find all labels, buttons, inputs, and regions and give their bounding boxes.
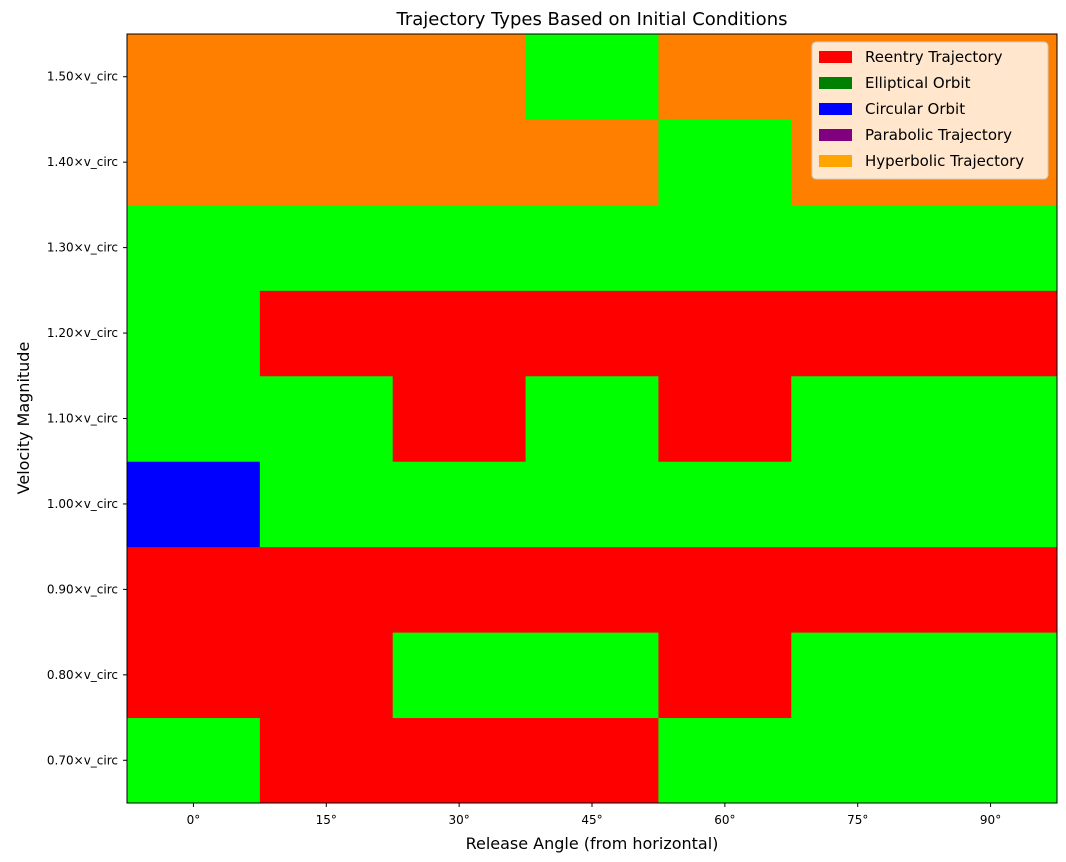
heatmap-cell: [791, 204, 925, 291]
heatmap-cells: [127, 34, 1058, 804]
legend-swatch: [819, 129, 852, 141]
x-tick-label: 0°: [187, 813, 201, 827]
legend-box: [811, 41, 1049, 180]
heatmap-cell: [791, 461, 925, 548]
legend-label: Parabolic Trajectory: [865, 126, 1012, 144]
heatmap-cell: [658, 717, 792, 804]
heatmap-cell: [791, 717, 925, 804]
heatmap-cell: [525, 461, 659, 548]
y-tick-label: 0.90×v_circ: [47, 582, 118, 596]
heatmap-cell: [525, 204, 659, 291]
heatmap-cell: [924, 546, 1058, 633]
legend-label: Reentry Trajectory: [865, 48, 1003, 66]
heatmap-cell: [525, 119, 659, 206]
y-tick-label: 1.40×v_circ: [47, 155, 118, 169]
legend-label: Hyperbolic Trajectory: [865, 152, 1024, 170]
heatmap-cell: [259, 546, 394, 633]
x-tick-label: 90°: [980, 813, 1001, 827]
heatmap-cell: [924, 717, 1058, 804]
heatmap-cell: [791, 546, 925, 633]
heatmap-cell: [259, 632, 394, 719]
heatmap-cell: [259, 290, 394, 377]
y-tick-label: 0.70×v_circ: [47, 753, 118, 767]
legend-swatch: [819, 155, 852, 167]
heatmap-cell: [525, 290, 659, 377]
heatmap-cell: [127, 290, 261, 377]
heatmap-cell: [259, 717, 394, 804]
heatmap-cell: [127, 632, 261, 719]
heatmap-cell: [924, 461, 1058, 548]
y-tick-label: 0.80×v_circ: [47, 668, 118, 682]
heatmap-cell: [259, 461, 394, 548]
y-axis-label: Velocity Magnitude: [14, 342, 33, 495]
heatmap-cell: [658, 34, 792, 120]
x-tick-label: 75°: [847, 813, 868, 827]
heatmap-cell: [392, 461, 527, 548]
legend-swatch: [819, 51, 852, 63]
x-axis-label: Release Angle (from horizontal): [466, 834, 719, 853]
y-tick-label: 1.10×v_circ: [47, 412, 118, 426]
heatmap-cell: [392, 546, 527, 633]
heatmap-cell: [525, 34, 659, 120]
heatmap-cell: [127, 34, 261, 120]
heatmap-cell: [924, 290, 1058, 377]
heatmap-cell: [392, 204, 527, 291]
y-tick-label: 1.50×v_circ: [47, 70, 118, 84]
heatmap-cell: [259, 34, 394, 120]
legend-label: Elliptical Orbit: [865, 74, 971, 92]
heatmap-cell: [525, 546, 659, 633]
heatmap-cell: [127, 375, 261, 462]
y-tick-label: 1.30×v_circ: [47, 241, 118, 255]
x-tick-label: 45°: [581, 813, 602, 827]
y-tick-label: 1.00×v_circ: [47, 497, 118, 511]
heatmap-cell: [924, 375, 1058, 462]
heatmap-cell: [392, 119, 527, 206]
legend-swatch: [819, 103, 852, 115]
heatmap-cell: [127, 546, 261, 633]
heatmap-cell: [525, 375, 659, 462]
heatmap-cell: [658, 375, 792, 462]
heatmap-cell: [658, 546, 792, 633]
heatmap-cell: [127, 119, 261, 206]
heatmap-cell: [525, 632, 659, 719]
heatmap-cell: [392, 375, 527, 462]
heatmap-cell: [924, 204, 1058, 291]
heatmap-cell: [127, 461, 261, 548]
x-tick-label: 15°: [316, 813, 337, 827]
heatmap-cell: [259, 119, 394, 206]
chart-title: Trajectory Types Based on Initial Condit…: [396, 9, 788, 30]
heatmap-cell: [658, 290, 792, 377]
heatmap-cell: [392, 290, 527, 377]
heatmap-cell: [924, 632, 1058, 719]
heatmap-cell: [791, 632, 925, 719]
y-axis-ticks: 0.70×v_circ 0.80×v_circ 0.90×v_circ 1.00×v_…: [47, 70, 127, 767]
legend-swatch: [819, 77, 852, 89]
heatmap-cell: [259, 375, 394, 462]
heatmap-cell: [658, 632, 792, 719]
legend-label: Circular Orbit: [865, 100, 965, 118]
heatmap-cell: [525, 717, 659, 804]
heatmap-cell: [791, 375, 925, 462]
heatmap-cell: [658, 204, 792, 291]
y-tick-label: 1.20×v_circ: [47, 326, 118, 340]
heatmap-cell: [392, 632, 527, 719]
heatmap-cell: [392, 34, 527, 120]
x-axis-ticks: 0° 15° 30° 45° 60° 75° 90°: [187, 803, 1001, 827]
x-tick-label: 60°: [714, 813, 735, 827]
heatmap-cell: [127, 204, 261, 291]
heatmap-cell: [259, 204, 394, 291]
legend: Reentry Trajectory Elliptical Orbit Circul…: [811, 41, 1049, 180]
heatmap-cell: [658, 119, 792, 206]
heatmap-cell: [658, 461, 792, 548]
heatmap-cell: [791, 290, 925, 377]
heatmap-cell: [392, 717, 527, 804]
x-tick-label: 30°: [449, 813, 470, 827]
heatmap-cell: [127, 717, 261, 804]
